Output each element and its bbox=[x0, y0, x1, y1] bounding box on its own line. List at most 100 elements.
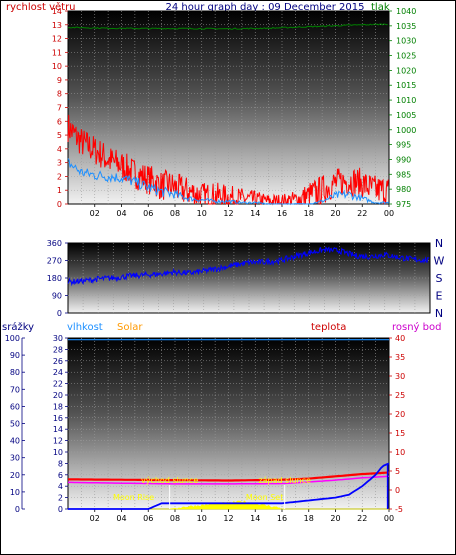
y-tick-label: 11 bbox=[52, 48, 62, 57]
rain-tick-label: 50 bbox=[10, 420, 20, 429]
x-tick-label: 14 bbox=[250, 514, 260, 523]
x-tick-label: 00 bbox=[384, 514, 394, 523]
rain-tick-label: 40 bbox=[10, 437, 20, 446]
humidity-tick-label: 28 bbox=[53, 345, 63, 354]
x-tick-label: 20 bbox=[330, 514, 340, 523]
humidity-axis-title: vlhkost bbox=[67, 322, 103, 333]
x-tick-label: 18 bbox=[304, 514, 314, 523]
temp-tick-label: 10 bbox=[395, 448, 405, 457]
y-tick-label: 270 bbox=[47, 257, 62, 266]
x-tick-label: 10 bbox=[197, 209, 207, 218]
temp-tick-label: 20 bbox=[395, 410, 405, 419]
x-tick-label: 16 bbox=[277, 209, 287, 218]
x-tick-label: 08 bbox=[170, 514, 180, 523]
y2-tick-label: 1000 bbox=[396, 126, 416, 135]
moon-annotation: Moon Set bbox=[246, 493, 283, 502]
x-tick-label: 02 bbox=[90, 514, 100, 523]
y-tick-label: 10 bbox=[52, 62, 62, 71]
rain-tick-label: 100 bbox=[5, 334, 20, 343]
humidity-tick-label: 30 bbox=[53, 334, 63, 343]
rain-tick-label: 20 bbox=[10, 471, 20, 480]
y2-tick-label: 990 bbox=[396, 155, 411, 164]
sun-annotation: západ slunce bbox=[258, 476, 311, 485]
humidity-tick-label: 16 bbox=[53, 414, 63, 423]
x-tick-label: 04 bbox=[116, 209, 126, 218]
y-tick-label: 14 bbox=[52, 7, 62, 16]
sun-annotation: východ slunce bbox=[141, 476, 198, 485]
x-tick-label: 10 bbox=[197, 514, 207, 523]
temp-tick-label: 0 bbox=[395, 486, 400, 495]
moon-annotation: Moon Rise bbox=[113, 493, 154, 502]
rain-tick-label: 60 bbox=[10, 402, 20, 411]
rain-tick-label: 80 bbox=[10, 368, 20, 377]
humidity-tick-label: 18 bbox=[53, 402, 63, 411]
temp-tick-label: -5 bbox=[395, 505, 403, 514]
y-tick-label: 0 bbox=[57, 309, 62, 318]
humidity-tick-label: 14 bbox=[53, 425, 63, 434]
y2-tick-label: 1005 bbox=[396, 111, 416, 120]
gust-series-line bbox=[67, 114, 389, 206]
compass-label: W bbox=[434, 255, 445, 268]
temp-axis-title: teplota bbox=[311, 322, 346, 333]
x-tick-label: 04 bbox=[116, 514, 126, 523]
x-tick-label: 06 bbox=[143, 209, 153, 218]
direction-series-line bbox=[67, 246, 430, 287]
x-tick-label: 12 bbox=[223, 209, 233, 218]
temp-tick-label: 35 bbox=[395, 353, 405, 362]
y2-tick-label: 1030 bbox=[396, 37, 416, 46]
y-tick-label: 6 bbox=[57, 117, 62, 126]
y-tick-label: 5 bbox=[57, 131, 62, 140]
compass-label: N bbox=[435, 307, 443, 320]
compass-label: E bbox=[436, 290, 443, 303]
y2-tick-label: 975 bbox=[396, 200, 411, 209]
y-tick-label: 4 bbox=[57, 145, 62, 154]
y2-tick-label: 980 bbox=[396, 185, 411, 194]
humidity-tick-label: 4 bbox=[58, 482, 63, 491]
humidity-tick-label: 10 bbox=[53, 448, 63, 457]
x-tick-label: 14 bbox=[250, 209, 260, 218]
wind-series-line bbox=[67, 158, 390, 205]
y-tick-label: 90 bbox=[52, 292, 62, 301]
y-tick-label: 12 bbox=[52, 35, 62, 44]
x-tick-label: 00 bbox=[384, 209, 394, 218]
rain-series-line bbox=[68, 462, 390, 510]
y2-tick-label: 1040 bbox=[396, 7, 416, 16]
x-tick-label: 22 bbox=[357, 209, 367, 218]
y-tick-label: 1 bbox=[57, 186, 62, 195]
y-tick-label: 180 bbox=[47, 274, 62, 283]
compass-label: S bbox=[436, 272, 443, 285]
rain-tick-label: 90 bbox=[10, 351, 20, 360]
x-tick-label: 12 bbox=[223, 514, 233, 523]
x-tick-label: 20 bbox=[330, 209, 340, 218]
rain-tick-label: 70 bbox=[10, 385, 20, 394]
left-axis-title: rychlost větru bbox=[6, 1, 76, 13]
pressure-series-line bbox=[67, 23, 388, 30]
y2-tick-label: 995 bbox=[396, 141, 411, 150]
x-tick-label: 16 bbox=[277, 514, 287, 523]
y2-tick-label: 985 bbox=[396, 170, 411, 179]
y-tick-label: 13 bbox=[52, 21, 62, 30]
humidity-tick-label: 8 bbox=[58, 459, 63, 468]
x-tick-label: 08 bbox=[170, 209, 180, 218]
humidity-tick-label: 22 bbox=[53, 380, 63, 389]
y2-tick-label: 1035 bbox=[396, 22, 416, 31]
humidity-tick-label: 12 bbox=[53, 437, 63, 446]
temp-tick-label: 30 bbox=[395, 372, 405, 381]
right-axis-title: tlak bbox=[371, 2, 390, 13]
humidity-tick-label: 24 bbox=[53, 368, 63, 377]
compass-label: N bbox=[435, 237, 443, 250]
solar-axis-title: Solar bbox=[117, 322, 143, 333]
y2-tick-label: 1010 bbox=[396, 96, 416, 105]
temp-tick-label: 40 bbox=[395, 334, 405, 343]
y-tick-label: 8 bbox=[57, 90, 62, 99]
temp-tick-label: 15 bbox=[395, 429, 405, 438]
y-tick-label: 0 bbox=[57, 200, 62, 209]
dewpoint-series-line bbox=[68, 475, 390, 485]
x-tick-label: 06 bbox=[143, 514, 153, 523]
humidity-tick-label: 0 bbox=[58, 505, 63, 514]
y-tick-label: 360 bbox=[47, 239, 62, 248]
humidity-tick-label: 2 bbox=[58, 494, 63, 503]
y-tick-label: 9 bbox=[57, 76, 62, 85]
temp-tick-label: 25 bbox=[395, 391, 405, 400]
